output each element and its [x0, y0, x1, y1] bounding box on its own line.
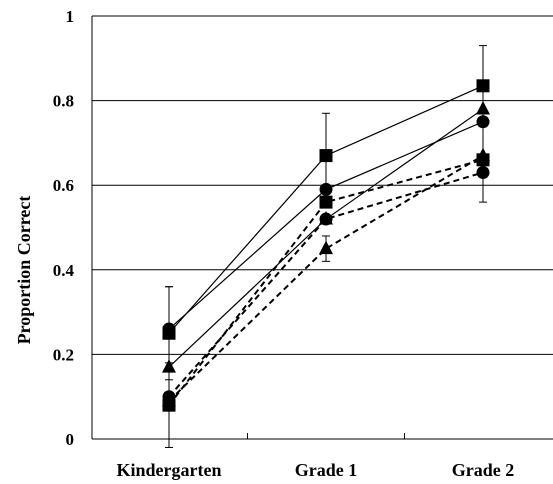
y-tick-label: 0.8 [53, 92, 74, 111]
x-category-label: Grade 1 [295, 460, 358, 480]
data-point-circle [162, 322, 176, 336]
data-point-circle [319, 212, 333, 226]
y-tick-label: 0 [66, 430, 75, 449]
series-line-4 [168, 158, 484, 406]
series-markers [162, 79, 490, 412]
x-category-label: Grade 2 [452, 460, 515, 480]
y-tick-label: 0.6 [53, 176, 74, 195]
data-point-triangle [319, 240, 333, 255]
data-point-square [319, 149, 333, 163]
data-point-square [476, 79, 490, 93]
y-axis-title: Proportion Correct [14, 196, 34, 345]
data-point-triangle [476, 101, 490, 115]
data-point-triangle [162, 359, 176, 373]
y-tick-labels: 0 0.2 0.4 0.6 0.8 1 [53, 7, 75, 449]
data-point-square [319, 195, 333, 209]
series-line-6 [168, 154, 484, 402]
x-category-labels: Kindergarten Grade 1 Grade 2 [117, 460, 515, 480]
data-point-circle [476, 115, 490, 129]
data-point-triangle [476, 147, 490, 162]
y-tick-label: 1 [66, 7, 75, 26]
data-point-circle [319, 182, 333, 196]
x-category-label: Kindergarten [117, 460, 222, 480]
data-point-triangle [162, 392, 176, 407]
y-tick-label: 0.2 [53, 345, 74, 364]
data-point-circle [476, 166, 490, 180]
y-tick-label: 0.4 [53, 261, 75, 280]
